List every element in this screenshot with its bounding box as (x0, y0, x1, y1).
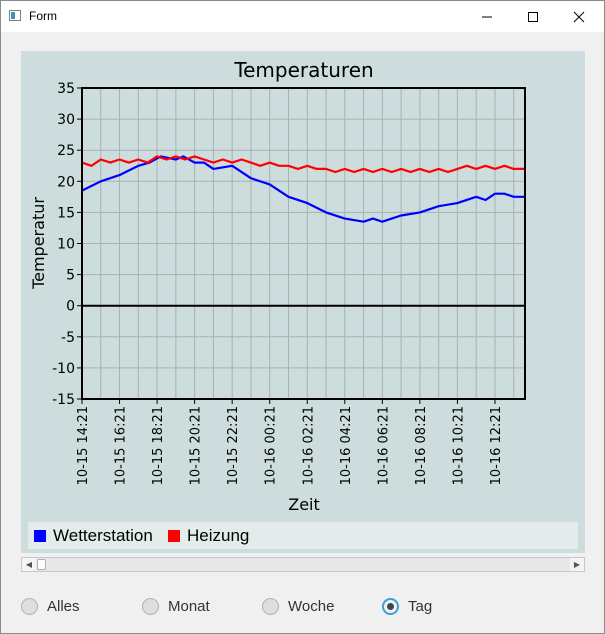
x-tick-label: 10-16 06:21 (376, 406, 391, 485)
legend-label-heizung: Heizung (187, 526, 250, 545)
minimize-button[interactable] (464, 1, 510, 32)
maximize-icon (528, 11, 538, 22)
y-tick-label: -10 (52, 361, 75, 377)
radio-tag[interactable]: Tag (382, 598, 432, 615)
close-button[interactable] (556, 1, 602, 32)
radio-alles-label: Alles (47, 598, 80, 615)
y-tick-label: 25 (57, 143, 75, 159)
y-tick-label: 10 (57, 237, 75, 253)
maximize-button[interactable] (510, 1, 556, 32)
x-tick-label: 10-16 12:21 (489, 406, 504, 485)
x-tick-label: 10-15 18:21 (151, 406, 166, 485)
x-tick-label: 10-16 00:21 (264, 406, 279, 485)
form-app-icon (9, 10, 21, 21)
legend-swatch-wetterstation (34, 530, 46, 542)
x-tick-label: 10-15 22:21 (226, 406, 241, 485)
chevron-left-icon: ◀ (25, 560, 33, 569)
chart-legend: Wetterstation Heizung (28, 522, 578, 549)
chart-panel (21, 51, 585, 553)
y-tick-label: -15 (52, 392, 75, 408)
radio-alles[interactable]: Alles (21, 598, 80, 615)
x-tick-label: 10-16 10:21 (451, 406, 466, 485)
radio-monat-label: Monat (168, 598, 210, 615)
x-tick-label: 10-15 14:21 (76, 406, 91, 485)
y-tick-label: 20 (57, 174, 75, 190)
y-tick-label: 35 (57, 81, 75, 97)
scroll-thumb[interactable] (37, 559, 46, 570)
horizontal-scrollbar[interactable]: ◀ ▶ (21, 557, 585, 572)
scroll-left-button[interactable]: ◀ (22, 558, 36, 571)
y-tick-label: 0 (66, 299, 75, 315)
series-line-wetterstation (81, 155, 525, 223)
y-tick-label: 15 (57, 205, 75, 221)
x-tick-label: 10-15 16:21 (114, 406, 129, 485)
legend-label-wetterstation: Wetterstation (53, 526, 153, 545)
y-tick-label: -5 (61, 330, 75, 346)
minimize-icon (482, 16, 492, 17)
legend-swatch-heizung (168, 530, 180, 542)
legend-item-wetterstation: Wetterstation (34, 526, 153, 546)
scroll-right-button[interactable]: ▶ (570, 558, 584, 571)
radio-woche-label: Woche (288, 598, 335, 615)
close-icon (573, 11, 585, 22)
radio-monat[interactable]: Monat (142, 598, 210, 615)
radio-woche-circle[interactable] (262, 598, 279, 615)
x-axis-label: Zeit (288, 495, 320, 514)
x-tick-label: 10-16 08:21 (414, 406, 429, 485)
x-tick-label: 10-16 04:21 (339, 406, 354, 485)
radio-alles-circle[interactable] (21, 598, 38, 615)
chevron-right-icon: ▶ (573, 560, 581, 569)
radio-monat-circle[interactable] (142, 598, 159, 615)
title-bar[interactable]: Form (1, 1, 604, 32)
radio-woche[interactable]: Woche (262, 598, 334, 615)
legend-item-heizung: Heizung (168, 526, 249, 546)
window-title: Form (29, 9, 57, 23)
series-line-heizung (81, 155, 525, 174)
y-tick-label: 5 (66, 268, 75, 284)
x-tick-label: 10-16 02:21 (301, 406, 316, 485)
chart-title: Temperaturen (233, 58, 373, 82)
radio-tag-circle[interactable] (382, 598, 399, 615)
y-tick-label: 30 (57, 112, 75, 128)
y-axis-label: Temperatur (29, 197, 48, 290)
x-tick-label: 10-15 20:21 (189, 406, 204, 485)
radio-tag-label: Tag (408, 598, 433, 615)
